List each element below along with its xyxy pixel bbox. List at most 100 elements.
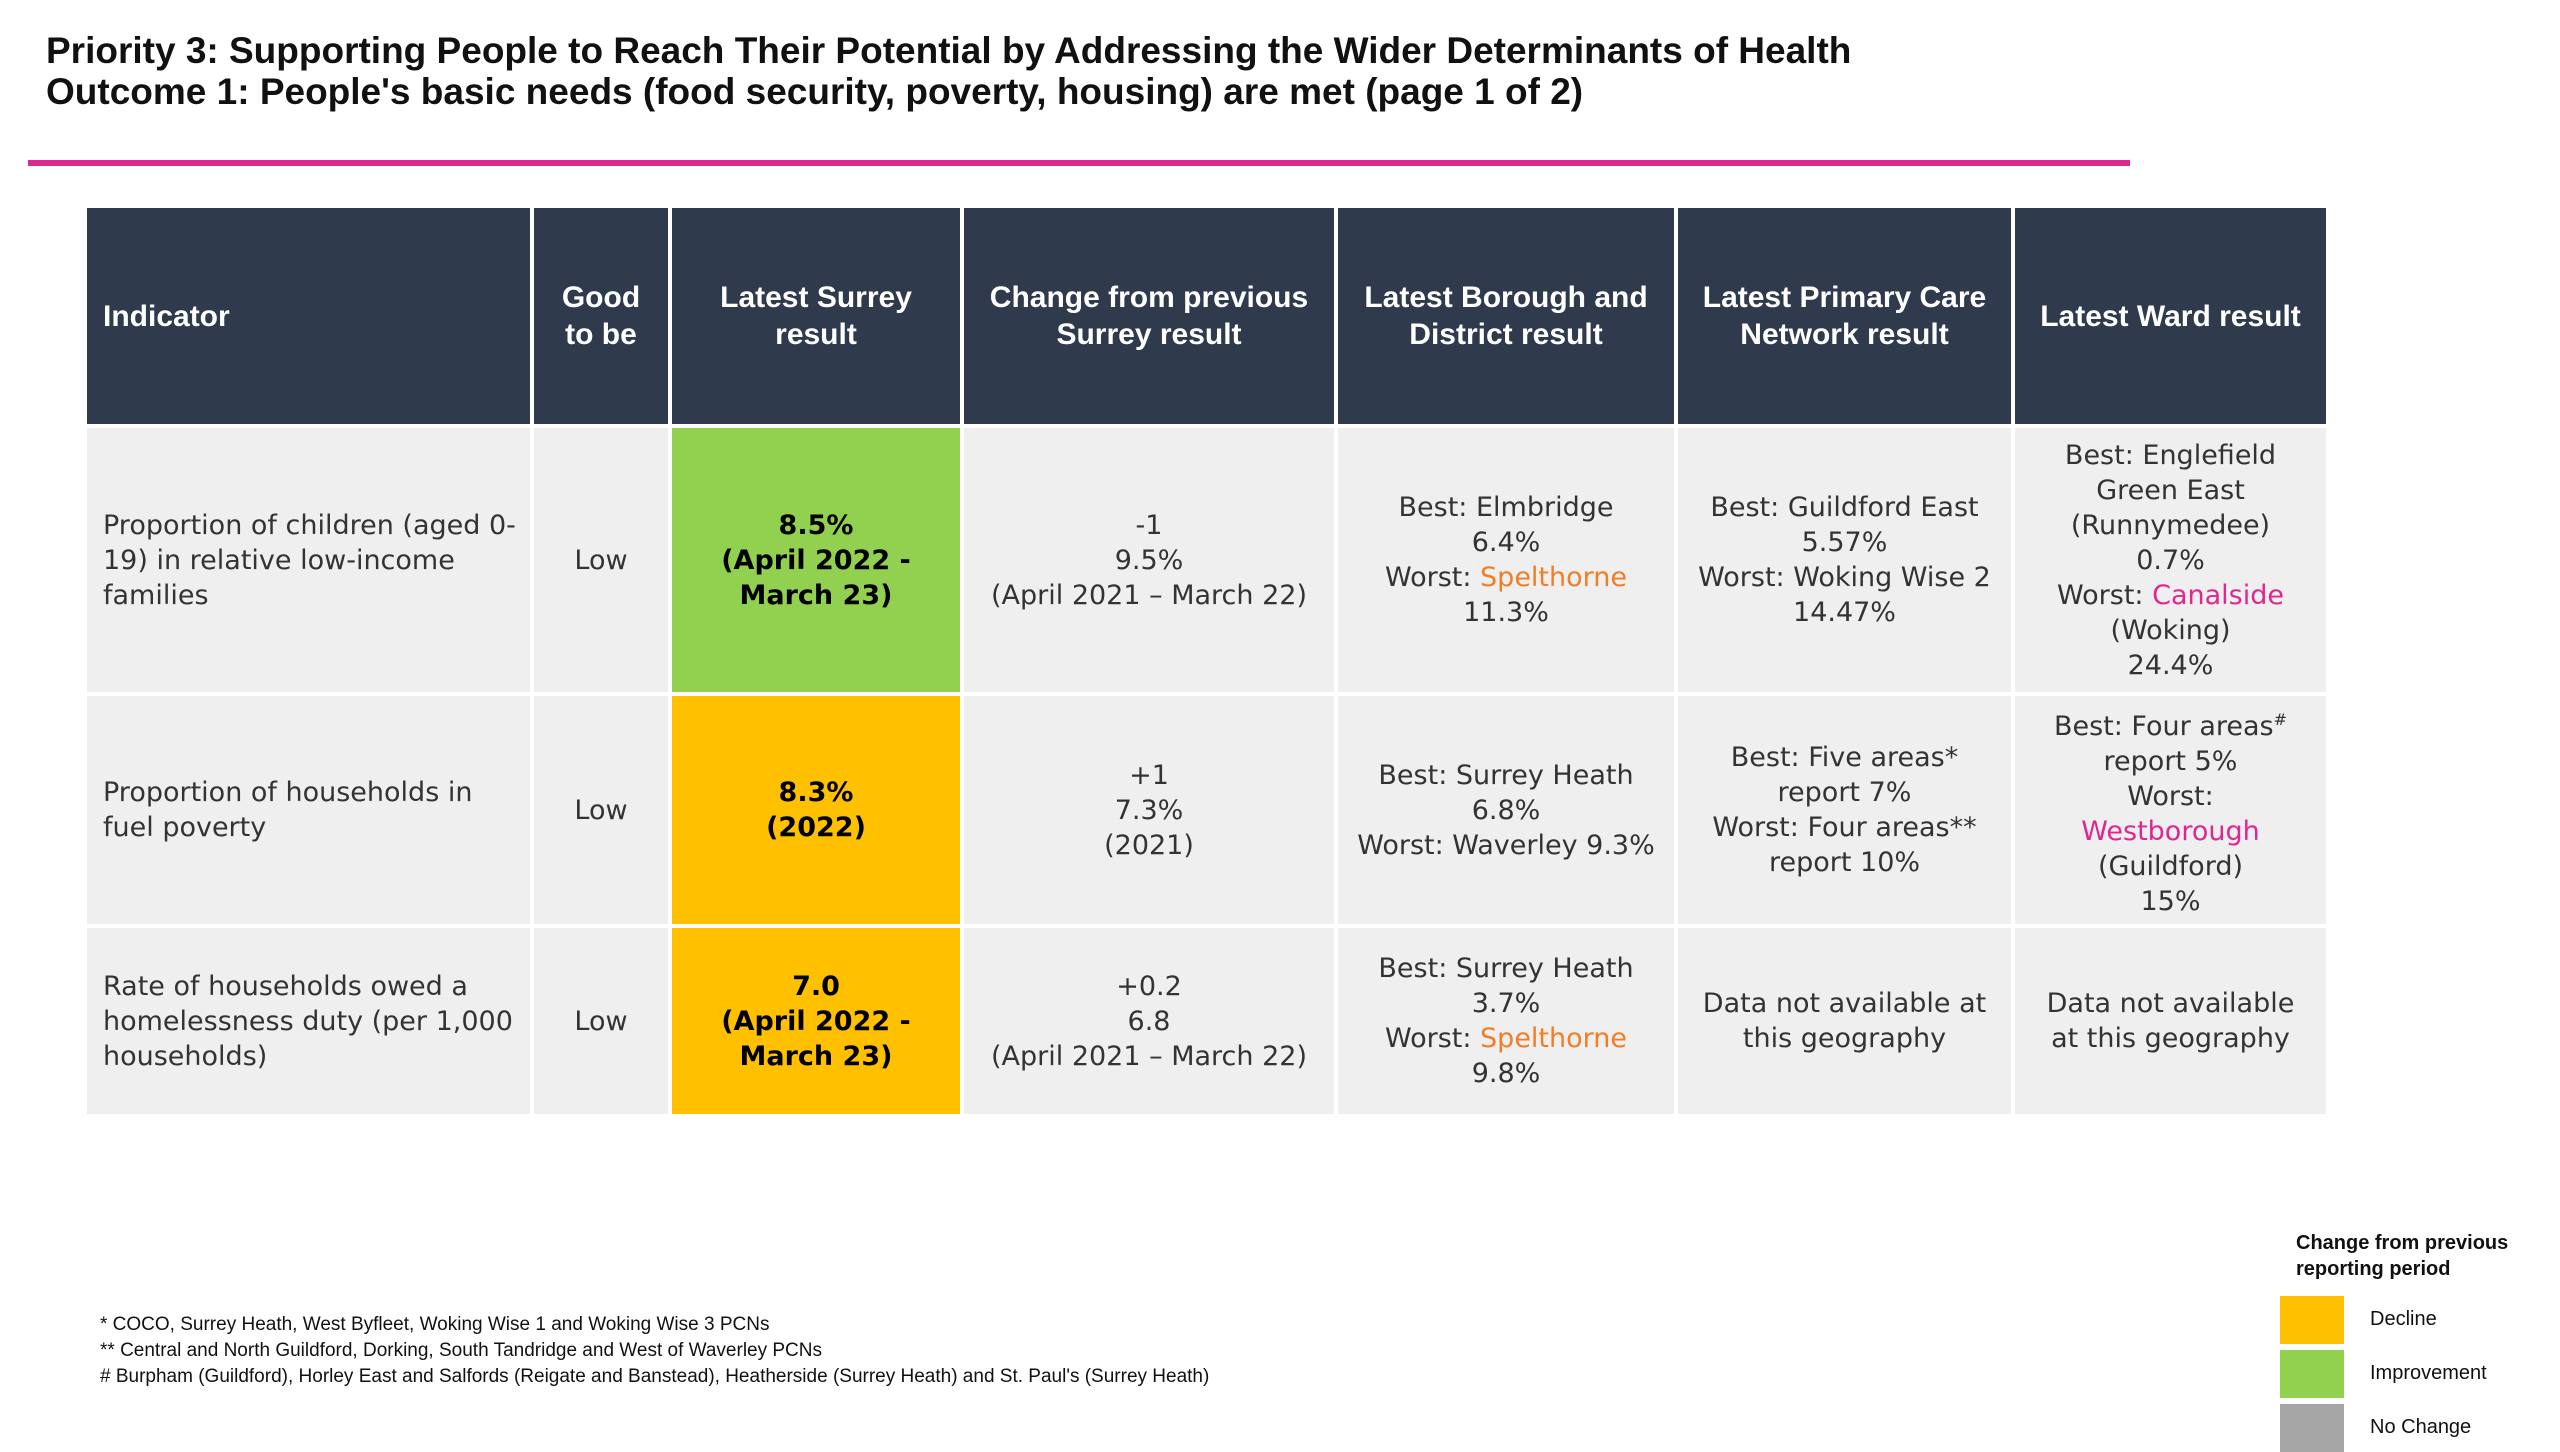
legend-label: Decline — [2370, 1308, 2437, 1330]
surrey-value: 8.5% — [778, 509, 854, 541]
title-outcome: Outcome 1: People's basic needs (food se… — [46, 71, 1584, 112]
indicator-name: Proportion of children (aged 0-19) in re… — [87, 428, 530, 692]
table-row: Proportion of households in fuel poverty… — [87, 696, 2326, 924]
borough-worst-label: Worst: — [1384, 1023, 1472, 1054]
borough-best-value: 3.7% — [1471, 988, 1541, 1019]
borough-worst: Worst: Waverley 9.3% — [1357, 829, 1655, 861]
footnote: ** Central and North Guildford, Dorking,… — [100, 1340, 822, 1361]
legend-swatch-improvement — [2280, 1350, 2344, 1398]
header-change: Change from previous Surrey result — [964, 208, 1334, 424]
borough-cell: Best: Elmbridge 6.4% Worst: Spelthorne 1… — [1338, 428, 1674, 692]
borough-best: Best: Surrey Heath — [1378, 759, 1634, 791]
borough-worst: Worst: Spelthorne — [1352, 560, 1660, 595]
surrey-value: 7.0 — [792, 970, 840, 1002]
surrey-value: 8.3% — [778, 777, 854, 808]
borough-cell: Best: Surrey Heath 6.8% Worst: Waverley … — [1338, 696, 1674, 924]
pcn-best: Best: Guildford East — [1710, 492, 1979, 523]
pcn-cell: Best: Guildford East 5.57% Worst: Woking… — [1678, 428, 2011, 692]
borough-worst: Worst: Spelthorne — [1352, 1021, 1660, 1056]
header-ward: Latest Ward result — [2015, 208, 2326, 424]
borough-best-value: 6.4% — [1471, 527, 1541, 558]
ward-cell: Best: Four areas# report 5% Worst: Westb… — [2015, 696, 2326, 924]
surrey-result-cell: 7.0 (April 2022 - March 23) — [672, 928, 960, 1114]
borough-worst-label: Worst: — [1384, 562, 1472, 593]
borough-worst-value: 11.3% — [1463, 597, 1549, 628]
change-value: -1 — [1135, 509, 1163, 541]
page-title: Priority 3: Supporting People to Reach T… — [46, 30, 1851, 112]
previous-period: (April 2021 – March 22) — [991, 579, 1307, 611]
ward-cell: Best: Englefield Green East (Runnymedee)… — [2015, 428, 2326, 692]
borough-best: Best: Surrey Heath — [1378, 953, 1634, 984]
previous-value: 6.8 — [1127, 1005, 1171, 1037]
pcn-cell: Data not available at this geography — [1678, 928, 2011, 1114]
title-priority: Priority 3: Supporting People to Reach T… — [46, 30, 1852, 71]
ward-worst-value: 15% — [2140, 885, 2201, 917]
ward-worst-area: (Woking) — [2110, 614, 2231, 646]
surrey-result-cell: 8.5% (April 2022 - March 23) — [672, 428, 960, 692]
ward-best-value: 0.7% — [2136, 544, 2205, 576]
ward-best-area: (Runnymedee) — [2070, 509, 2271, 541]
indicator-table: Indicator Good to be Latest Surrey resul… — [83, 204, 2330, 1118]
header-indicator: Indicator — [87, 208, 530, 424]
ward-worst-name: Westborough — [2081, 815, 2260, 847]
surrey-result-cell: 8.3% (2022) — [672, 696, 960, 924]
ward-worst-label: Worst: — [2057, 579, 2144, 611]
change-cell: -1 9.5% (April 2021 – March 22) — [964, 428, 1334, 692]
footnote: * COCO, Surrey Heath, West Byfleet, Woki… — [100, 1314, 770, 1335]
borough-cell: Best: Surrey Heath 3.7% Worst: Spelthorn… — [1338, 928, 1674, 1114]
ward-best-text: Best: Four areas — [2053, 710, 2274, 742]
borough-best-value: 6.8% — [1471, 794, 1541, 826]
pcn-worst: Worst: Woking Wise 2 — [1698, 562, 1991, 593]
pcn-best: Best: Five areas* — [1730, 742, 1959, 773]
header-pcn: Latest Primary Care Network result — [1678, 208, 2011, 424]
ward-cell: Data not available at this geography — [2015, 928, 2326, 1114]
header-latest-surrey: Latest Surrey result — [672, 208, 960, 424]
ward-best: Best: Four areas# — [2029, 702, 2312, 744]
ward-best-mark: # — [2273, 709, 2288, 729]
ward-worst-value: 24.4% — [2127, 649, 2214, 681]
previous-value: 7.3% — [1114, 794, 1184, 826]
legend-label: No Change — [2370, 1416, 2472, 1438]
ward-worst-label: Worst: — [2127, 780, 2214, 812]
change-value: +1 — [1129, 759, 1169, 791]
header-good-to-be: Good to be — [534, 208, 668, 424]
borough-worst-name: Spelthorne — [1480, 562, 1628, 593]
previous-period: (April 2021 – March 22) — [991, 1040, 1307, 1072]
surrey-period: (April 2022 - March 23) — [721, 544, 911, 611]
pcn-cell: Best: Five areas* report 7% Worst: Four … — [1678, 696, 2011, 924]
surrey-period: (April 2022 - March 23) — [721, 1005, 911, 1072]
pcn-worst: Worst: Four areas** — [1712, 812, 1977, 843]
ward-worst-area: (Guildford) — [2097, 850, 2244, 882]
header-borough: Latest Borough and District result — [1338, 208, 1674, 424]
borough-worst-name: Spelthorne — [1480, 1023, 1628, 1054]
change-value: +0.2 — [1116, 970, 1182, 1002]
borough-worst-value: 9.8% — [1471, 1058, 1541, 1089]
pcn-worst-value: report 10% — [1768, 847, 1921, 878]
pcn-best-value: 5.57% — [1801, 527, 1888, 558]
previous-period: (2021) — [1104, 829, 1194, 861]
footnotes: * COCO, Surrey Heath, West Byfleet, Woki… — [100, 1312, 1209, 1390]
legend-label: Improvement — [2370, 1362, 2487, 1384]
footnote: # Burpham (Guildford), Horley East and S… — [100, 1366, 1210, 1387]
table-row: Proportion of children (aged 0-19) in re… — [87, 428, 2326, 692]
legend-title: Change from previous reporting period — [2296, 1232, 2509, 1280]
pcn-best-value: report 7% — [1777, 777, 1912, 808]
ward-worst-name: Canalside — [2152, 579, 2284, 611]
legend-swatch-no-change — [2280, 1404, 2344, 1452]
table-row: Rate of households owed a homelessness d… — [87, 928, 2326, 1114]
previous-value: 9.5% — [1114, 544, 1184, 576]
ward-best-value: report 5% — [2103, 745, 2238, 777]
indicator-name: Rate of households owed a homelessness d… — [87, 928, 530, 1114]
indicator-name: Proportion of households in fuel poverty — [87, 696, 530, 924]
title-divider — [28, 160, 2130, 166]
good-to-be: Low — [534, 928, 668, 1114]
legend-swatch-decline — [2280, 1296, 2344, 1344]
good-to-be: Low — [534, 696, 668, 924]
ward-best: Best: Englefield Green East — [2064, 439, 2277, 506]
change-cell: +0.2 6.8 (April 2021 – March 22) — [964, 928, 1334, 1114]
pcn-worst-value: 14.47% — [1793, 597, 1896, 628]
good-to-be: Low — [534, 428, 668, 692]
change-cell: +1 7.3% (2021) — [964, 696, 1334, 924]
ward-worst: Worst: Canalside — [2029, 578, 2312, 613]
borough-best: Best: Elmbridge — [1398, 492, 1614, 523]
